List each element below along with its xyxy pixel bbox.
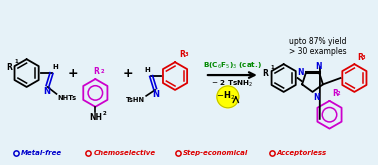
- Text: Acceptorless: Acceptorless: [277, 150, 327, 156]
- Text: R: R: [357, 53, 363, 62]
- Text: R: R: [93, 67, 99, 76]
- Text: Chemoselective: Chemoselective: [93, 150, 155, 156]
- Text: +: +: [123, 67, 133, 80]
- Text: N: N: [297, 68, 304, 77]
- Text: N: N: [313, 93, 320, 102]
- Text: 2: 2: [336, 91, 340, 96]
- Text: H: H: [144, 67, 150, 73]
- Text: R: R: [6, 63, 12, 72]
- Text: 2: 2: [102, 111, 106, 116]
- Text: H: H: [53, 64, 58, 70]
- Text: 1: 1: [15, 59, 19, 64]
- Text: 3: 3: [362, 55, 366, 60]
- Text: upto 87% yield: upto 87% yield: [289, 37, 346, 46]
- Text: NHTs: NHTs: [57, 95, 77, 101]
- Text: R: R: [179, 50, 185, 59]
- Text: Step-economical: Step-economical: [183, 150, 248, 156]
- Text: Metal-free: Metal-free: [21, 150, 62, 156]
- Text: R: R: [262, 69, 268, 78]
- Text: N: N: [43, 87, 50, 96]
- Text: NH: NH: [89, 113, 102, 122]
- Circle shape: [217, 86, 239, 108]
- Text: R: R: [333, 89, 338, 98]
- Text: +: +: [68, 67, 79, 80]
- Text: $-$ 2 TsNH$_2$: $-$ 2 TsNH$_2$: [211, 79, 253, 89]
- Text: B(C$_6$F$_5$)$_3$ (cat.): B(C$_6$F$_5$)$_3$ (cat.): [203, 61, 262, 71]
- Text: TsHN: TsHN: [126, 97, 145, 103]
- Text: > 30 examples: > 30 examples: [289, 47, 346, 56]
- Text: N: N: [316, 62, 322, 71]
- Text: 2: 2: [100, 69, 104, 74]
- Text: 1: 1: [271, 65, 274, 70]
- Text: N: N: [153, 90, 160, 99]
- Text: 3: 3: [184, 52, 188, 57]
- Text: $-$H$_2$: $-$H$_2$: [216, 90, 235, 102]
